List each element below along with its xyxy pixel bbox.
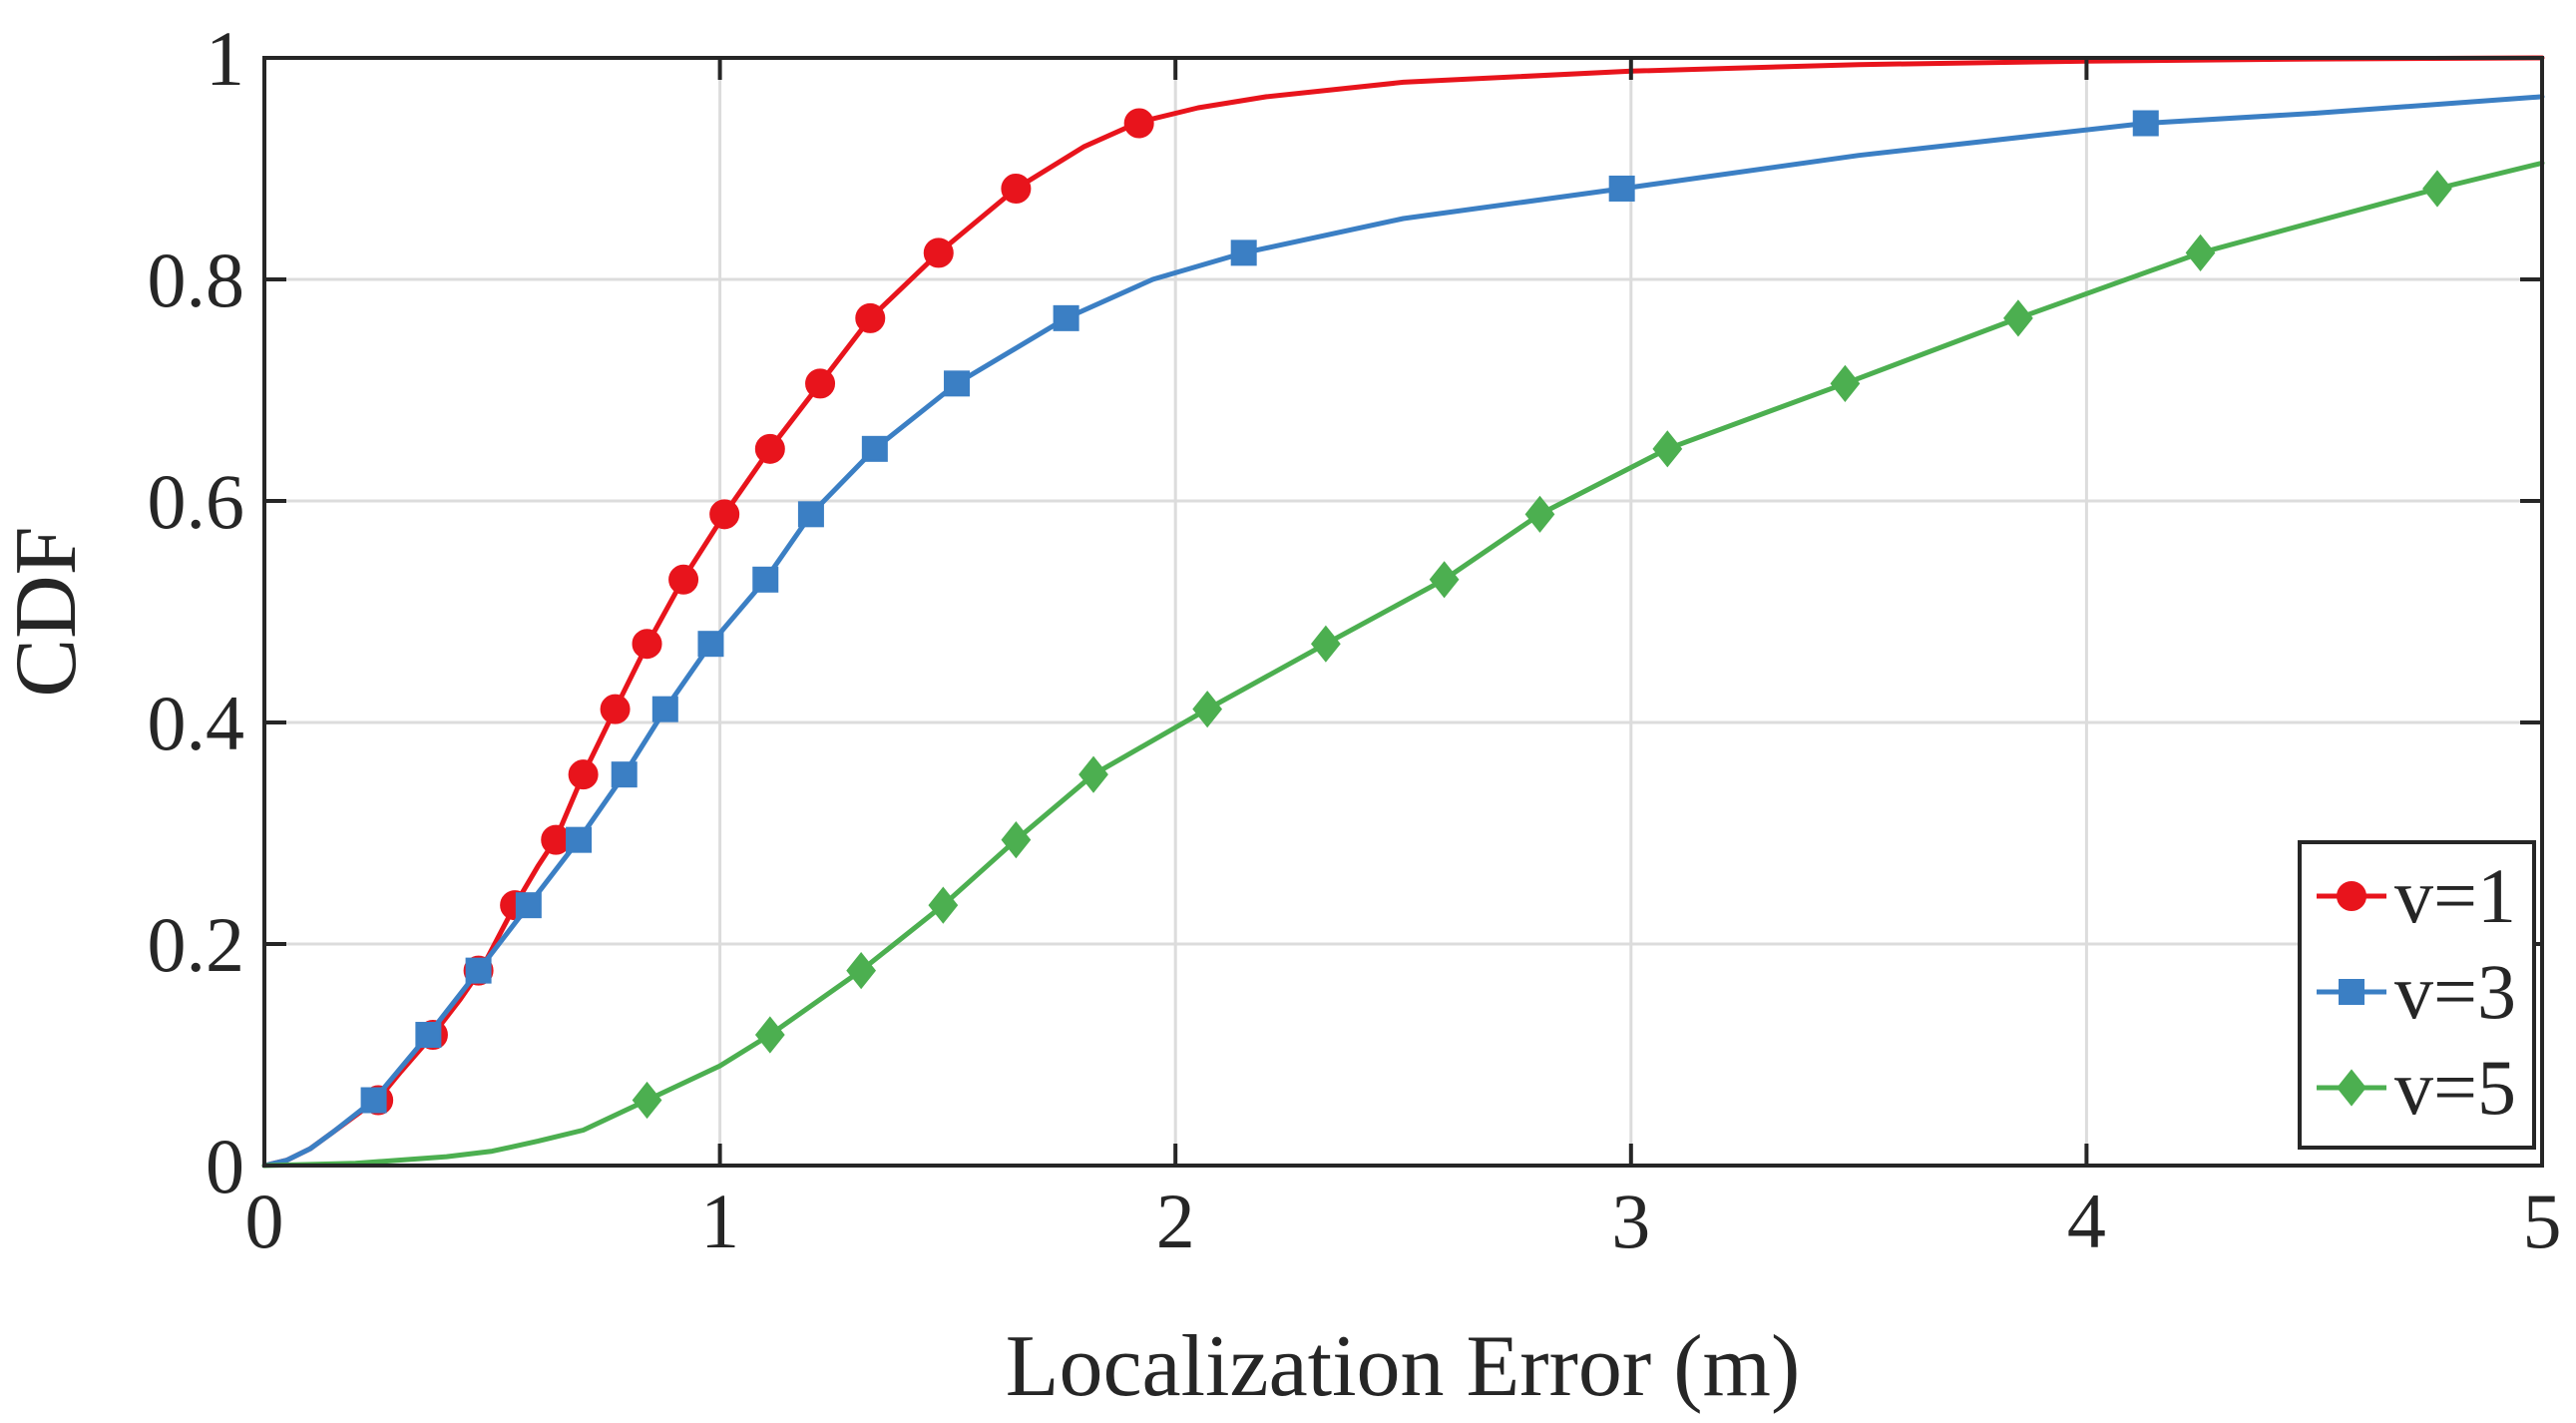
x-axis-label: Localization Error (m) <box>1006 1318 1801 1415</box>
data-point <box>1524 495 1555 533</box>
legend: v=1 v=3 v=5 <box>2298 840 2536 1150</box>
data-point <box>754 1016 785 1054</box>
x-tick-label: 1 <box>700 1178 739 1264</box>
series-group <box>261 55 2545 1169</box>
x-tick-label: 5 <box>2523 1178 2562 1264</box>
data-point <box>632 629 662 660</box>
legend-marker <box>2337 1069 2366 1107</box>
x-tick-label: 2 <box>1156 1178 1195 1264</box>
series-v=3 <box>261 94 2545 1169</box>
legend-label: v=5 <box>2394 1044 2516 1131</box>
data-point <box>1078 755 1108 793</box>
data-point <box>1608 175 1635 202</box>
y-axis-label: CDF <box>0 526 95 697</box>
data-point <box>928 886 959 924</box>
data-point <box>360 1087 387 1114</box>
data-point <box>797 501 824 528</box>
x-tick-label: 4 <box>2067 1178 2106 1264</box>
data-point <box>1830 364 1861 402</box>
legend-marker <box>2337 881 2366 911</box>
data-point <box>611 761 638 788</box>
data-point <box>754 433 785 464</box>
legend-entry: v=3 <box>2317 948 2516 1035</box>
data-point <box>600 694 631 724</box>
data-point <box>1429 561 1460 599</box>
data-point <box>566 826 593 853</box>
data-point <box>709 499 740 530</box>
legend-marker <box>2339 979 2364 1005</box>
data-point <box>1123 108 1154 139</box>
data-point <box>1652 430 1683 468</box>
legend-label: v=1 <box>2394 852 2516 939</box>
data-point <box>541 824 572 855</box>
data-point <box>651 696 678 722</box>
x-tick-label: 0 <box>245 1178 284 1264</box>
data-point <box>2003 299 2033 337</box>
data-point <box>465 957 492 984</box>
data-point <box>861 435 888 462</box>
data-point <box>923 237 954 268</box>
data-point <box>2185 234 2216 271</box>
y-tick-label: 0.6 <box>148 458 245 545</box>
series-v=5 <box>261 160 2545 1169</box>
legend-entry: v=1 <box>2317 852 2516 939</box>
data-point <box>1053 304 1079 331</box>
plot-frame <box>262 56 2544 1168</box>
data-point <box>1001 821 1032 859</box>
data-point <box>415 1022 442 1049</box>
data-point <box>632 1081 662 1120</box>
x-tick-label: 3 <box>1611 1178 1650 1264</box>
data-point <box>752 566 779 593</box>
legend-label: v=3 <box>2394 948 2516 1035</box>
data-point <box>1230 239 1257 266</box>
data-point <box>515 892 542 919</box>
data-point <box>2132 110 2159 137</box>
data-point <box>1001 173 1032 204</box>
y-tick-label: 0.4 <box>148 680 245 766</box>
y-tick-label: 0.2 <box>148 901 245 988</box>
data-point <box>855 302 886 333</box>
ticks: 0 1 2 3 4 5 0 0.2 0.4 0.6 0.8 1 <box>148 15 2562 1264</box>
data-point <box>846 952 877 990</box>
data-point <box>1192 691 1223 728</box>
y-tick-label: 0 <box>206 1123 244 1209</box>
data-point <box>568 759 599 790</box>
legend-entries: v=1 v=3 v=5 <box>2317 852 2516 1131</box>
data-point <box>697 631 724 658</box>
legend-entry: v=5 <box>2317 1044 2516 1131</box>
y-tick-label: 1 <box>206 15 244 102</box>
data-point <box>944 370 971 397</box>
data-point <box>2422 170 2452 208</box>
grid <box>264 58 2542 1166</box>
y-tick-label: 0.8 <box>148 237 245 323</box>
data-point <box>1310 625 1341 663</box>
data-point <box>805 368 836 399</box>
data-point <box>668 564 699 595</box>
